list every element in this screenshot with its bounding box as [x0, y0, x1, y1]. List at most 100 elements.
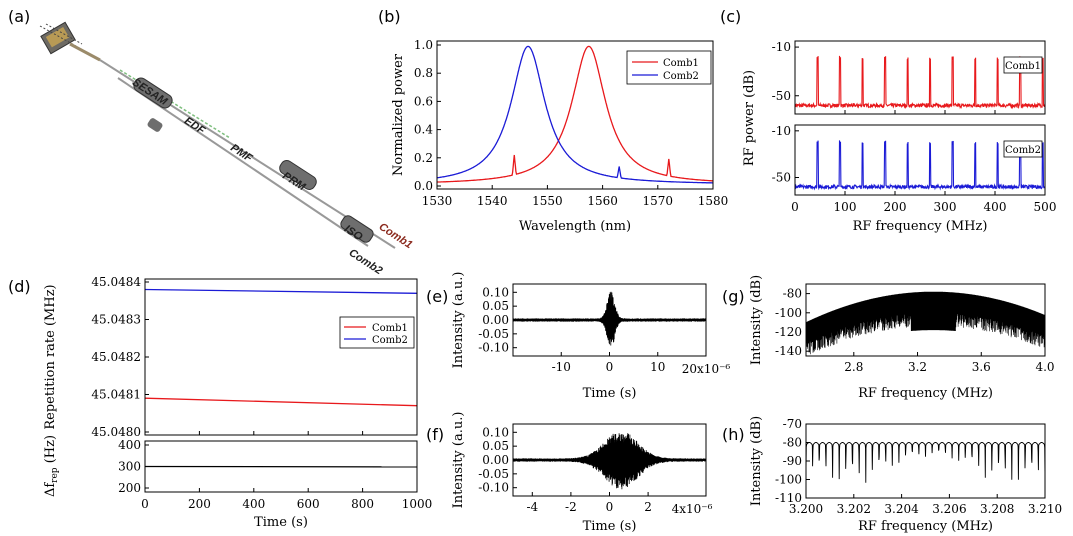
y-tick-label: -50 [772, 171, 791, 185]
x-axis-label: Time (s) [583, 519, 637, 534]
y-tick-label: -120 [775, 325, 802, 339]
y-tick-label: 0.10 [482, 285, 509, 299]
x-tick-label: 0 [791, 200, 799, 214]
y-tick-label: 45.0482 [91, 350, 141, 364]
x-tick-label: 2.8 [844, 360, 863, 374]
label-comb1: Comb1 [377, 221, 415, 251]
y-tick-label: 400 [118, 438, 141, 452]
iso-component [340, 215, 374, 243]
y-tick-label: 300 [118, 460, 141, 474]
x-tick-label: 200 [884, 200, 907, 214]
rf-intensity-trace [805, 291, 1046, 355]
rf-intensity-zoom-trace [805, 442, 1046, 483]
plot-frame [436, 40, 714, 190]
legend-box [626, 50, 712, 85]
legend-label: Comb2 [372, 335, 408, 346]
y-tick-label: 0.00 [482, 453, 509, 467]
y-tick-label: 45.0480 [91, 425, 141, 439]
x-axis-label: RF frequency (MHz) [858, 519, 993, 534]
x-tick-label: 0 [606, 500, 614, 514]
panel-label-f: (f) [426, 425, 444, 444]
y-tick-label: -70 [783, 417, 802, 431]
delta-f-symbol: Δf [43, 482, 58, 497]
plot-frame [794, 40, 1046, 115]
x-tick-label: -2 [565, 500, 577, 514]
x-tick-label: 1570 [643, 194, 674, 208]
series-line-comb1 [794, 55, 1046, 110]
pump-chip-icon [39, 21, 83, 55]
chart-c-rf-spectrum: -10 -50 Comb1 -10 -50 Comb2 0 100 200 300 400 500 RF… [742, 40, 1056, 234]
x-axis-label: RF frequency (MHz) [853, 219, 988, 234]
legend-label: Comb1 [372, 323, 408, 334]
panel-label-e: (e) [426, 287, 448, 306]
y-tick-label: 0.10 [482, 425, 509, 439]
panel-label-h: (h) [722, 425, 745, 444]
plot-frame [144, 278, 418, 436]
y-tick-label: -110 [775, 491, 802, 505]
y-tick-label: -50 [772, 89, 791, 103]
y-axis-label: Normalized power [391, 53, 406, 176]
x-tick-label: 3.206 [932, 502, 966, 516]
x-tick-label: 1560 [587, 194, 618, 208]
y-tick-label: -0.05 [478, 467, 509, 481]
x-tick-label: 4.0 [1035, 360, 1054, 374]
x-tick-label: 1550 [532, 194, 563, 208]
x-tick-label: 3.200 [789, 502, 823, 516]
y-tick-label: 0.8 [414, 66, 433, 80]
x-tick-label: 3.2 [908, 360, 927, 374]
y-tick-label: 1.0 [414, 38, 433, 52]
y-tick-label: 0.2 [414, 151, 433, 165]
y-tick-label: -0.10 [478, 341, 509, 355]
x-tick-label: 2 [644, 500, 652, 514]
y-tick-label: 0.4 [414, 123, 433, 137]
x-tick-label: 1530 [422, 194, 453, 208]
x-tick-label: 3.6 [972, 360, 991, 374]
y-tick-label: -90 [783, 454, 802, 468]
chart-b-spectrum: 1530 1540 1550 1560 1570 1580 0.0 0.2 0.4 0.6 0.8 1… [391, 38, 728, 234]
series-line-comb1 [144, 397, 418, 407]
y-tick-label: -10 [772, 124, 791, 138]
x-axis-label: Time (s) [583, 386, 637, 401]
x-tick-exponent: 4x10⁻⁶ [672, 502, 713, 516]
series-line-comb1 [436, 45, 714, 183]
legend-label: Comb2 [1005, 145, 1041, 156]
sesam-component [133, 77, 173, 109]
delta-f-unit: (Hz) [43, 435, 58, 467]
x-tick-label: 600 [297, 497, 320, 511]
y-tick-label: -100 [775, 473, 802, 487]
legend-box [1003, 140, 1043, 158]
x-axis-label: Wavelength (nm) [519, 219, 631, 234]
x-tick-label: 3.208 [980, 502, 1014, 516]
y-tick-label: -10 [772, 40, 791, 54]
legend-box [1003, 56, 1043, 74]
label-edf: EDF [182, 115, 207, 137]
label-comb2: Comb2 [347, 247, 385, 277]
x-tick-label: -4 [526, 500, 538, 514]
interferogram-trace [512, 291, 707, 346]
x-tick-label: -10 [552, 360, 571, 374]
prm-component [279, 160, 317, 190]
x-tick-label: 100 [834, 200, 857, 214]
x-tick-label: 1000 [402, 497, 433, 511]
legend-label: Comb2 [663, 71, 699, 82]
y-tick-label: -100 [775, 306, 802, 320]
y-tick-label: 0.05 [482, 299, 509, 313]
x-tick-label: 1580 [698, 194, 729, 208]
legend-box [339, 316, 415, 349]
series-line-comb2 [794, 140, 1046, 191]
y-tick-label: 0.00 [482, 313, 509, 327]
y-tick-label: -0.10 [478, 481, 509, 495]
y-axis-label-top: Repetition rate (MHz) [43, 284, 58, 429]
y-tick-label: 45.0484 [91, 275, 141, 289]
x-tick-label: 0 [141, 497, 149, 511]
x-tick-label: 3.210 [1028, 502, 1062, 516]
panel-label-d: (d) [8, 277, 31, 296]
plot-frame [805, 423, 1046, 499]
laser-setup-diagram: SESAM EDF PMF PRM ISO Comb1 Comb2 [39, 21, 415, 277]
x-tick-label: 500 [1034, 200, 1057, 214]
x-tick-label: 800 [351, 497, 374, 511]
x-tick-label: 3.204 [884, 502, 919, 516]
y-tick-label: 45.0483 [91, 313, 141, 327]
